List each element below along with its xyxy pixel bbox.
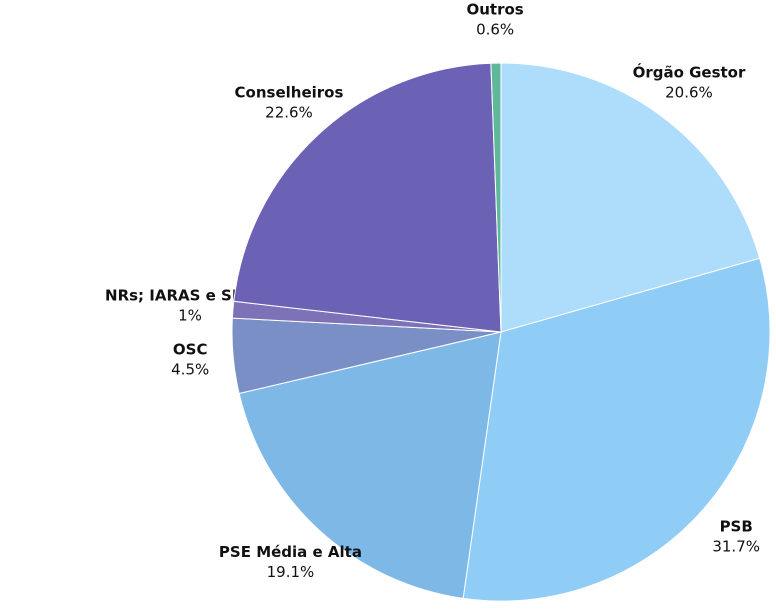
slice-value-label: 0.6%: [476, 21, 514, 39]
slice-value-label: 1%: [178, 307, 202, 325]
pie-slice: [462, 257, 771, 602]
slice-label: NRs; IARAS e SEDEF: [105, 287, 275, 305]
pie-slice: [233, 62, 502, 333]
slice-label: PSE Média e Alta: [219, 543, 362, 561]
pie-slice: [238, 331, 502, 599]
pie-slice: [500, 62, 761, 333]
slice-value-label: 20.6%: [665, 83, 713, 101]
pie-slice: [490, 62, 502, 333]
slice-label: PSB: [720, 518, 753, 536]
slice-label: Órgão Gestor: [633, 62, 746, 81]
slice-value-label: 19.1%: [267, 563, 315, 581]
slice-value-label: 22.6%: [265, 104, 313, 122]
slice-label: Conselheiros: [235, 84, 344, 102]
slice-value-label: 4.5%: [171, 360, 209, 378]
slice-label: OSC: [173, 340, 208, 358]
slice-label: Outros: [467, 1, 524, 19]
slice-value-label: 31.7%: [712, 538, 760, 556]
